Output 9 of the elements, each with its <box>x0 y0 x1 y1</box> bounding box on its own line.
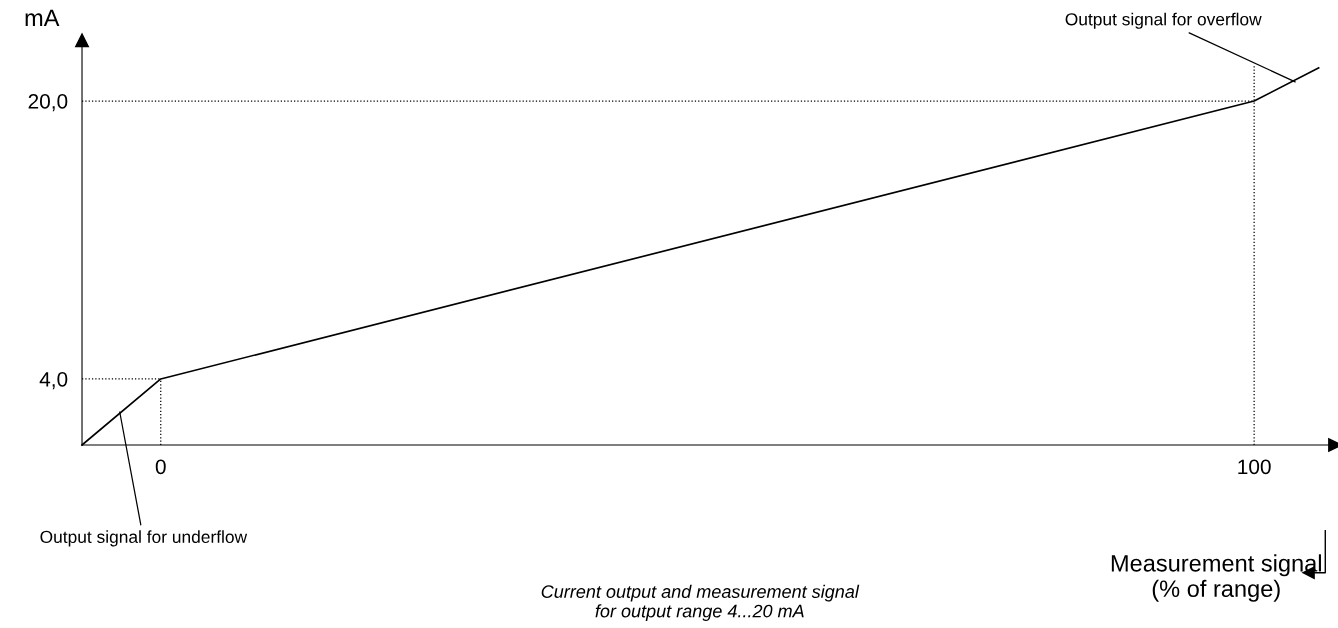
y-tick-label: 20,0 <box>28 94 68 112</box>
y-tick-label: 4,0 <box>39 371 68 390</box>
text: Current output and measurement signal for output range 4...20 mA <box>541 584 860 622</box>
x-axis-title: Measurement signal (% of range) <box>1111 554 1321 602</box>
x-tick-label: 100 <box>1238 459 1271 475</box>
x-tick-label: 0 <box>155 459 166 475</box>
annotation: Output signal for overflow <box>1065 12 1262 29</box>
annotation: Output signal for underflow <box>40 530 248 547</box>
y-axis-title: mA <box>25 9 60 27</box>
